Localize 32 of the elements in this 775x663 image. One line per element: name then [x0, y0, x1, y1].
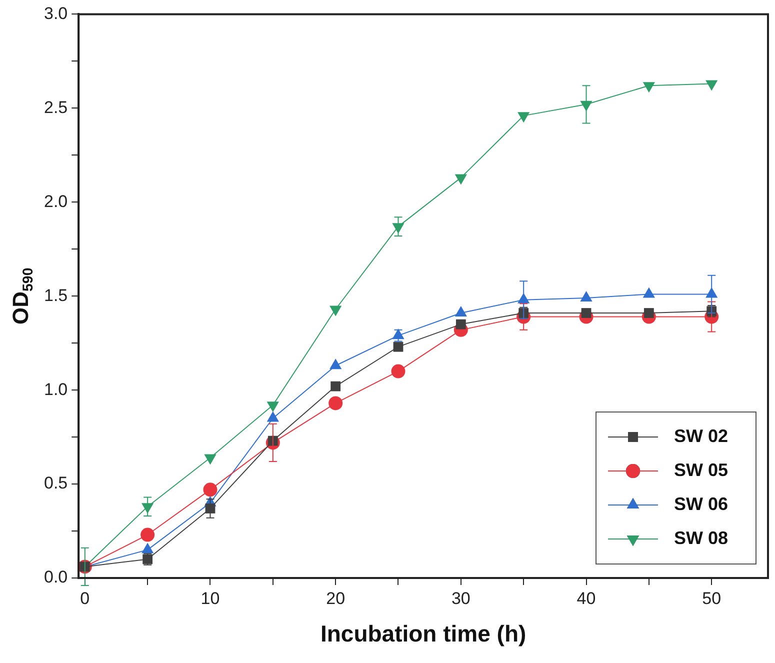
legend-label: SW 06	[674, 494, 728, 514]
x-tick-label: 10	[200, 588, 220, 608]
legend-label: SW 05	[674, 460, 728, 480]
y-axis-title: OD590	[8, 268, 37, 325]
point	[518, 112, 530, 123]
point	[456, 319, 466, 330]
text: 0.0	[44, 568, 68, 587]
y-tick-label: 2.0	[44, 192, 68, 211]
x-tick-label: 40	[576, 588, 596, 608]
point	[142, 542, 154, 554]
y-tick-label: 1.5	[44, 286, 68, 305]
x-tick-label: 0	[80, 588, 90, 608]
x-tick-label: 20	[326, 588, 346, 608]
y-tick-label: 3.0	[44, 4, 68, 23]
point	[328, 396, 343, 410]
point	[706, 80, 718, 91]
point	[330, 306, 342, 316]
y-tick-label: 2.5	[44, 98, 68, 117]
point	[330, 381, 341, 392]
point	[140, 528, 155, 542]
legend-label: SW 02	[674, 426, 728, 446]
y-tick-label: 0.5	[44, 474, 68, 493]
point	[393, 342, 404, 352]
x-tick-label: 50	[702, 588, 722, 608]
point	[454, 174, 467, 185]
point	[642, 82, 655, 93]
legend-label: SW 08	[674, 528, 728, 548]
x-tick-label: 30	[451, 588, 470, 608]
point	[203, 482, 218, 497]
point	[391, 364, 406, 378]
x-axis-title: Incubation time (h)	[320, 620, 526, 647]
y-tick-label: 1.0	[44, 380, 68, 399]
